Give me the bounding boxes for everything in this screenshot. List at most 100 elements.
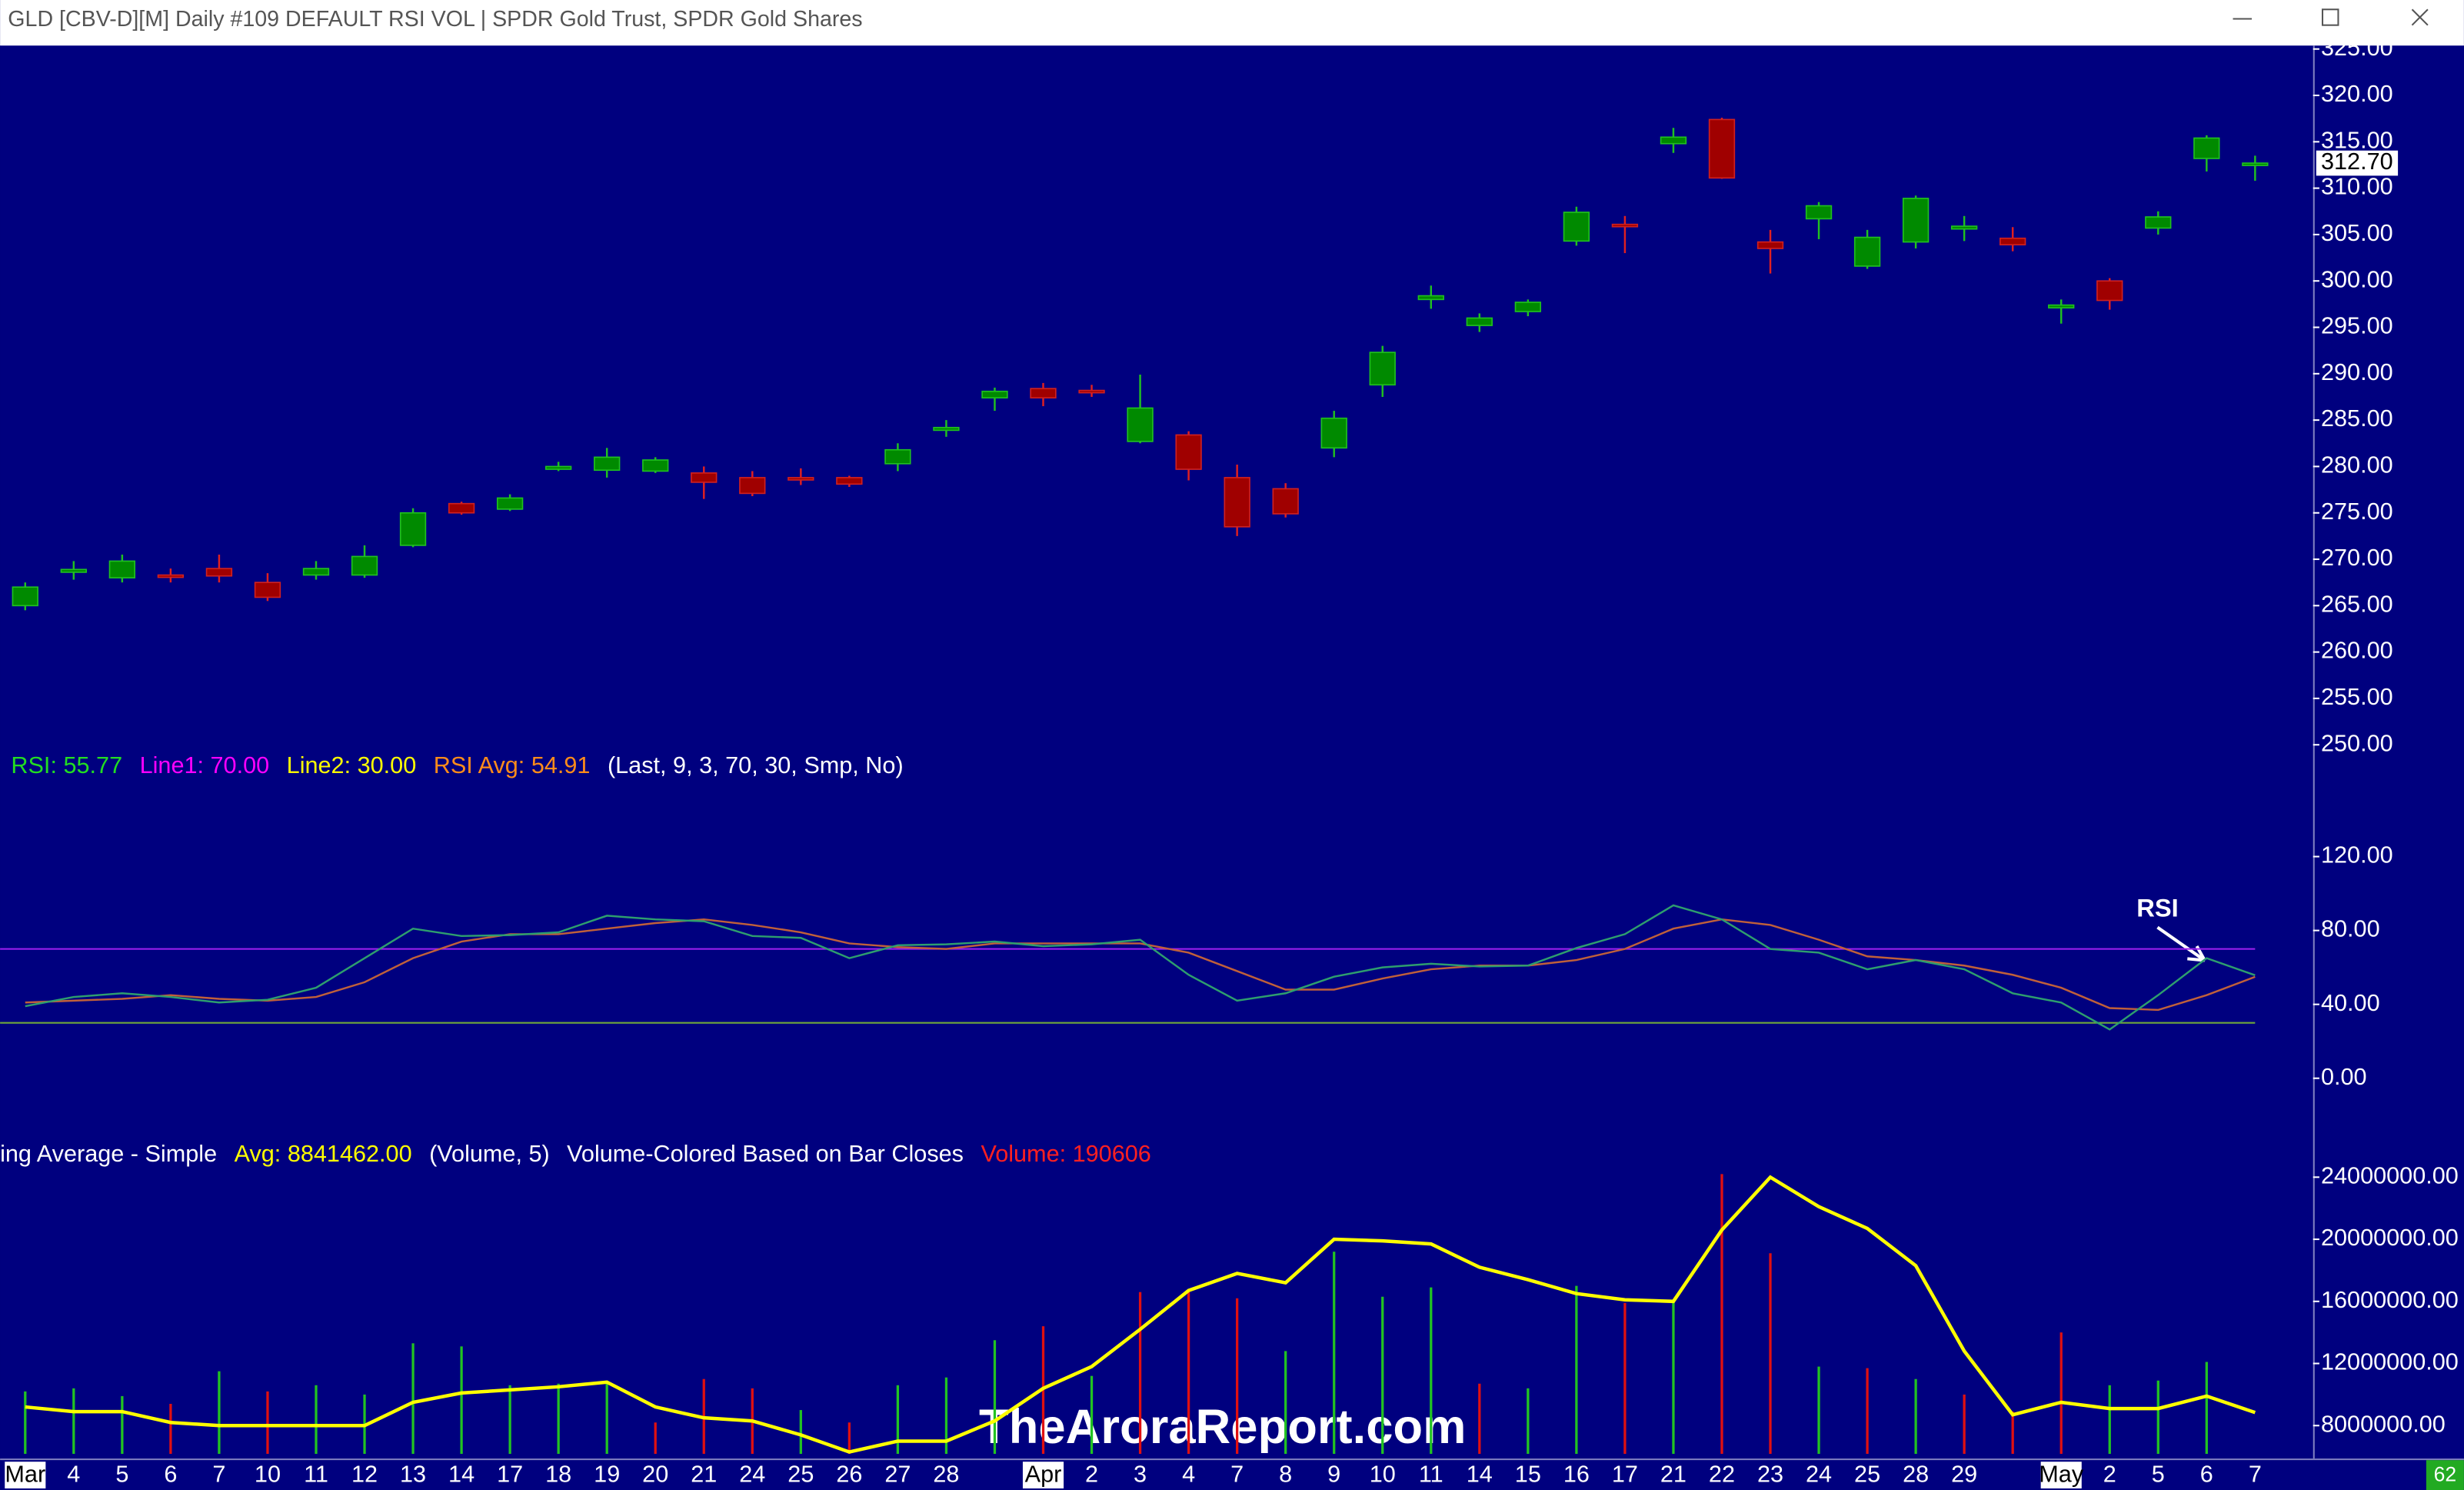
volume-bar: [2156, 1380, 2159, 1455]
candle-body: [157, 574, 185, 578]
volume-bar: [1769, 1253, 1772, 1455]
x-tick-label: 6: [2200, 1462, 2213, 1488]
legend-entry: (Last, 9, 3, 70, 30, Smp, No): [608, 752, 904, 778]
candle-body: [981, 390, 1008, 398]
legend-entry: Volume: 190606: [981, 1141, 1150, 1167]
y-tick-label: 24000000.00: [2321, 1162, 2459, 1188]
x-tick-label: 20: [642, 1462, 668, 1488]
close-button[interactable]: [2411, 8, 2429, 26]
candle-body: [544, 465, 572, 470]
x-tick-label: 11: [304, 1462, 328, 1488]
x-tick-label: 10: [255, 1462, 281, 1488]
candle-body: [594, 456, 621, 472]
x-tick-label: 7: [1230, 1462, 1244, 1488]
candle-body: [1756, 241, 1784, 249]
volume-bar: [993, 1340, 997, 1455]
volume-bar: [847, 1422, 851, 1455]
volume-bar: [1138, 1292, 1142, 1455]
legend-entry: Line2: 30.00: [287, 752, 417, 778]
volume-bar: [1430, 1287, 1433, 1455]
candle-body: [1272, 488, 1299, 515]
legend-entry: RSI Avg: 54.91: [434, 752, 591, 778]
volume-bar: [218, 1371, 221, 1455]
y-tick-label: 8000000.00: [2321, 1411, 2446, 1437]
volume-bar: [1381, 1296, 1384, 1455]
candle-body: [254, 582, 281, 598]
volume-bar: [1284, 1351, 1287, 1455]
candle-body: [108, 560, 136, 578]
legend-entry: RSI: 55.77: [11, 752, 122, 778]
x-tick-label: 15: [1515, 1462, 1541, 1488]
volume-bar: [944, 1377, 948, 1455]
candle-body: [739, 477, 766, 495]
y-tick-label: 120.00: [2321, 842, 2393, 868]
y-tick-label: 255.00: [2321, 684, 2393, 710]
annotation: RSI: [2136, 894, 2179, 922]
candle-body: [1127, 407, 1154, 442]
x-tick-label: 8: [1279, 1462, 1292, 1488]
y-tick-label: 305.00: [2321, 220, 2393, 246]
x-tick-label: 25: [1854, 1462, 1880, 1488]
y-tick-label: 20000000.00: [2321, 1225, 2459, 1251]
legend-entry: Avg: 8841462.00: [235, 1141, 412, 1167]
x-tick-label: 17: [497, 1462, 523, 1488]
y-tick-label: 315.00: [2321, 127, 2393, 153]
candle-body: [1902, 198, 1930, 243]
x-tick-label: 11: [1419, 1462, 1443, 1488]
x-tick-label: 6: [164, 1462, 177, 1488]
x-tick-label: 12: [351, 1462, 378, 1488]
corner-badge: 62: [2434, 1463, 2457, 1486]
volume-bar: [1672, 1299, 1675, 1455]
maximize-button[interactable]: [2321, 8, 2339, 26]
volume-bar: [1575, 1285, 1578, 1455]
x-tick-label: 14: [448, 1462, 474, 1488]
rsi-line: [25, 918, 2256, 1012]
candle-body: [205, 568, 233, 577]
x-tick-label: 23: [1757, 1462, 1783, 1488]
candle-body: [496, 497, 524, 510]
legend-entry: ing Average - Simple: [0, 1141, 217, 1167]
y-tick-label: 295.00: [2321, 313, 2393, 339]
watermark: TheAroraReport.com: [979, 1400, 1466, 1454]
corner-badge-box: [2426, 1460, 2464, 1490]
rsi-line: [25, 904, 2256, 1031]
volume-bar: [605, 1383, 608, 1455]
candle-body: [448, 502, 475, 514]
x-tick-label: 5: [2152, 1462, 2165, 1488]
volume-bar: [654, 1422, 657, 1455]
volume-bar: [169, 1404, 172, 1455]
volume-bar: [315, 1385, 318, 1455]
y-tick-label: 325.00: [2321, 35, 2393, 61]
candle-body: [1030, 388, 1057, 398]
x-tick-label: 22: [1709, 1462, 1735, 1488]
volume-bar: [1527, 1388, 1530, 1455]
y-tick-label: 40.00: [2321, 990, 2380, 1016]
y-tick-label: 290.00: [2321, 359, 2393, 385]
x-tick-label: 19: [594, 1462, 620, 1488]
x-tick-label: 25: [787, 1462, 814, 1488]
volume-bar: [72, 1388, 75, 1455]
x-tick-label: 21: [691, 1462, 717, 1488]
candle-body: [1369, 352, 1396, 386]
x-tick-label: 16: [1563, 1462, 1590, 1488]
candle-body: [1611, 223, 1639, 228]
candle-body: [302, 568, 330, 576]
candle-body: [1175, 434, 1202, 470]
y-tick-label: 310.00: [2321, 174, 2393, 200]
legend-entry: Volume-Colored Based on Bar Closes: [567, 1141, 964, 1167]
volume-bar: [460, 1346, 463, 1455]
volume-bar: [121, 1395, 124, 1455]
volume-bar: [799, 1410, 802, 1455]
candle-body: [642, 459, 669, 472]
candle-body: [884, 448, 911, 465]
candle-body: [2145, 216, 2172, 229]
x-tick-label: 18: [545, 1462, 571, 1488]
candle-body: [1466, 317, 1493, 326]
x-tick-label: 4: [1182, 1462, 1195, 1488]
y-tick-label: 275.00: [2321, 498, 2393, 525]
x-tick-label: 7: [2249, 1462, 2262, 1488]
candle-body: [1078, 389, 1105, 394]
candle-body: [1660, 136, 1687, 145]
x-tick-label: 27: [884, 1462, 911, 1488]
candle-body: [2000, 237, 2026, 245]
